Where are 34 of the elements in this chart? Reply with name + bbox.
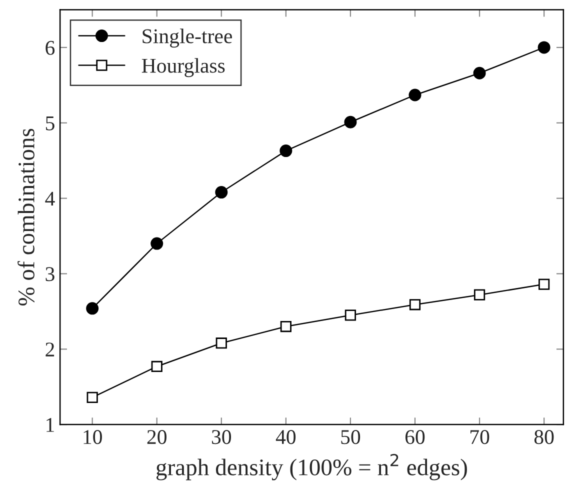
y-tick-label: 4 [45,192,55,206]
x-tick-label: 50 [341,430,360,444]
point [280,320,292,332]
point [215,186,228,199]
x-tick-label: 10 [84,430,102,444]
point [473,66,486,80]
x-tick-label: 60 [405,430,425,444]
x-tick-label: 40 [276,430,296,444]
y-axis-title: % of combinations [18,128,35,306]
point [408,88,422,102]
x-tick-label: 30 [212,430,232,444]
point [538,278,550,290]
x-tick-label: 70 [470,430,490,444]
point [216,338,227,349]
point [86,392,98,403]
y-tick-label: 1 [46,418,54,432]
point [474,289,486,300]
point [280,144,292,158]
point [86,302,99,315]
y-tick-label: 6 [46,40,55,55]
legend-label: Hourglass [142,58,225,78]
x-tick-label: 20 [147,430,166,444]
point [409,299,421,310]
y-tick-label: 2 [46,342,54,356]
point [344,310,356,321]
x-axis-title: graph density (100% = n$^{2}$ edges) [156,454,467,480]
y-tick-label: 5 [46,116,54,130]
y-tick-label: 3 [46,267,54,282]
point [150,237,164,250]
legend-label: Single-tree [142,28,232,48]
x-tick-label: 80 [534,430,554,444]
point [344,116,357,128]
point [151,360,162,372]
point [538,41,550,54]
